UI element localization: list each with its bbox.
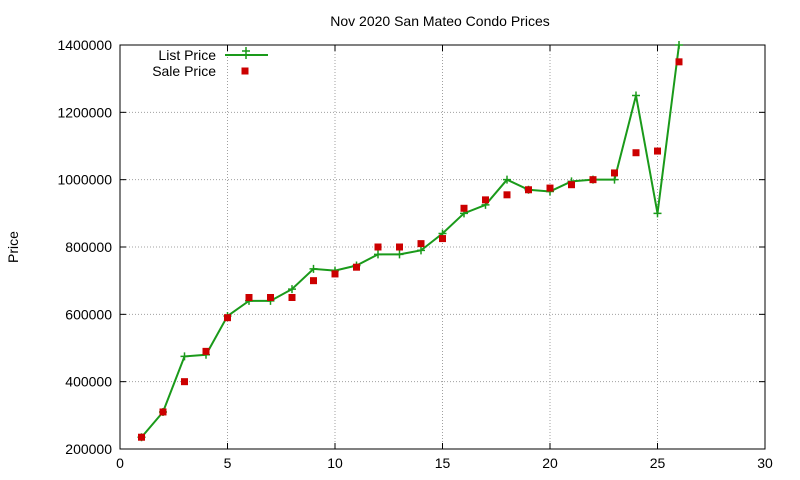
sale-price-point (396, 243, 403, 251)
legend: List Price Sale Price (152, 47, 268, 79)
axis-ticks: 0 5 10 15 20 25 30 200000 400000 600000 800000 1000… (57, 37, 773, 471)
list-price-point (180, 352, 189, 361)
sale-price-point (267, 294, 274, 301)
list-price-point (632, 91, 640, 100)
y-tick-label: 200000 (65, 441, 112, 457)
sale-price-point (288, 294, 296, 301)
chart-title: Nov 2020 San Mateo Condo Prices (330, 13, 549, 29)
sale-price-point (482, 196, 489, 204)
x-tick-label: 15 (435, 455, 451, 471)
grid-lines (120, 45, 765, 449)
sale-price-point (310, 277, 317, 285)
sale-price-point (181, 378, 188, 386)
sale-price-point (525, 186, 532, 194)
list-price-point (309, 264, 318, 273)
sale-price-point (374, 243, 382, 251)
list-price-line (140, 44, 680, 438)
list-price-point (374, 250, 382, 259)
sale-price-point (568, 181, 575, 189)
y-tick-label: 1200000 (57, 104, 112, 120)
sale-price-point (331, 270, 339, 278)
x-tick-label: 5 (224, 455, 232, 471)
x-tick-label: 0 (116, 455, 124, 471)
sale-price-point (417, 240, 425, 248)
sale-price-point (138, 433, 145, 441)
list-price-point (417, 246, 425, 255)
sale-price-point (439, 235, 446, 243)
list-price-point (610, 175, 619, 184)
list-price-point (395, 250, 404, 259)
sale-price-point (460, 204, 468, 212)
sale-price-point (353, 263, 360, 271)
sale-price-point (159, 408, 167, 416)
y-tick-label: 1400000 (57, 37, 112, 53)
y-tick-label: 400000 (65, 374, 112, 390)
sale-price-point (546, 184, 554, 192)
legend-marker-sale-price (241, 67, 249, 75)
list-price-point (675, 41, 683, 49)
y-tick-label: 600000 (65, 306, 112, 322)
y-tick-label: 1000000 (57, 172, 112, 188)
legend-label-sale-price: Sale Price (152, 63, 216, 79)
sale-price-point (675, 58, 683, 66)
sale-price-point (611, 169, 618, 177)
x-tick-label: 25 (650, 455, 666, 471)
x-tick-label: 20 (542, 455, 558, 471)
series-layer (137, 41, 683, 442)
sale-price-point (632, 149, 640, 157)
x-tick-label: 10 (327, 455, 343, 471)
legend-marker-list-price (242, 47, 250, 59)
sale-price-point (202, 347, 210, 355)
y-axis-label: Price (5, 231, 21, 263)
list-price-point (288, 285, 296, 294)
list-price-point (503, 175, 511, 184)
sale-price-point (654, 147, 661, 155)
sale-price-point (589, 176, 597, 184)
sale-price-point (503, 191, 511, 199)
y-tick-label: 800000 (65, 239, 112, 255)
list-price-point (653, 209, 662, 218)
sale-price-point (224, 314, 231, 322)
x-tick-label: 30 (757, 455, 773, 471)
legend-label-list-price: List Price (158, 47, 216, 63)
sale-price-point (245, 294, 253, 301)
